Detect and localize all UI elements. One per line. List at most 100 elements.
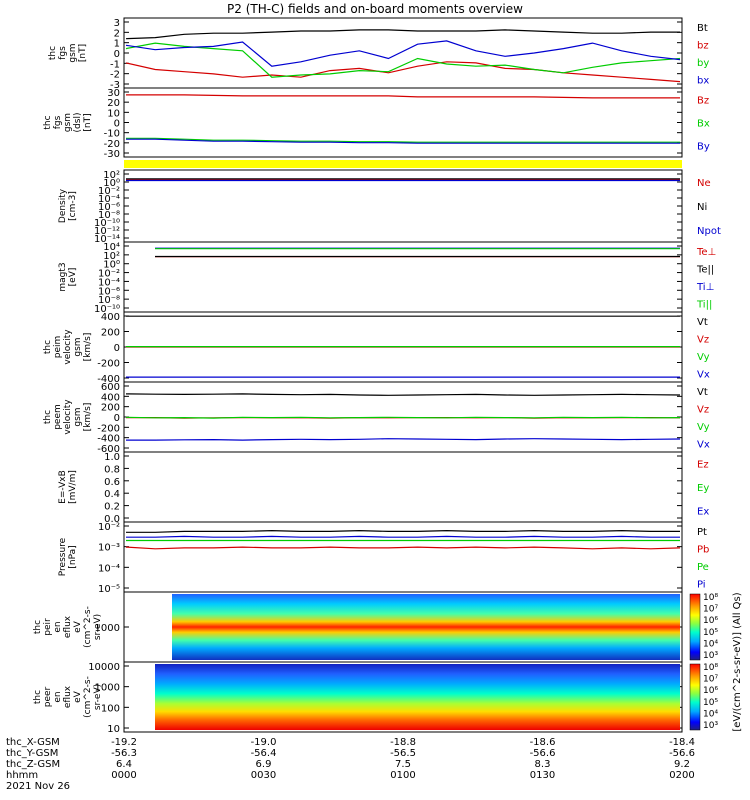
colorbar-tick-label: 10⁵ xyxy=(703,628,718,638)
y-tick-label: 10000 xyxy=(88,662,120,673)
y-tick-label: 10⁴ xyxy=(103,242,120,253)
legend-entry: Vz xyxy=(697,404,709,415)
series-line xyxy=(125,416,681,419)
y-tick-label: 1000 xyxy=(95,623,120,634)
y-axis-label: thc xyxy=(33,620,43,634)
legend-entry: Bt xyxy=(697,23,708,34)
y-tick-label: 10⁰ xyxy=(103,260,120,271)
y-tick-label: 1 xyxy=(114,39,120,50)
y-axis-label: gsm xyxy=(73,407,83,426)
y-tick-label: -400 xyxy=(97,434,120,445)
colorbar-tick-label: 10⁵ xyxy=(703,698,718,708)
xaxis-tick-value: -56.5 xyxy=(390,748,416,759)
y-tick-label: 10 xyxy=(107,724,120,735)
y-axis-label: (dsl) xyxy=(73,113,83,133)
panel-frame xyxy=(123,17,683,89)
y-tick-label: 10⁻¹⁴ xyxy=(94,234,120,245)
y-axis-label: [cm-3] xyxy=(68,191,78,221)
legend-entry: Ex xyxy=(697,506,709,517)
legend-entry: Ni xyxy=(697,202,707,213)
legend-entry: Vt xyxy=(697,387,708,398)
y-axis-label: peer xyxy=(43,686,53,707)
legend-entry: Ez xyxy=(697,460,709,471)
series-line xyxy=(125,393,681,396)
y-tick-label: 3 xyxy=(114,18,120,29)
y-tick-label: 0.2 xyxy=(104,502,120,513)
y-axis-label: magt3 xyxy=(58,262,68,291)
xaxis-tick-value: -19.0 xyxy=(251,737,277,748)
y-tick-label: -2 xyxy=(110,70,120,81)
legend-entry: Pb xyxy=(697,544,709,555)
legend-entry: Pi xyxy=(697,579,706,590)
xaxis-tick-value: 7.5 xyxy=(395,759,411,770)
series-line xyxy=(125,29,680,40)
y-tick-label: -1 xyxy=(110,59,120,70)
series-line xyxy=(126,535,680,538)
y-axis-label: eflux xyxy=(63,615,73,638)
colorbar xyxy=(689,593,701,661)
y-axis-label: E=-VxB xyxy=(58,470,68,504)
y-axis-label: gsm xyxy=(63,113,73,132)
colorbar-label: [eV/(cm^2-s-sr-eV)] (All Qs) xyxy=(732,592,743,731)
y-tick-label: 0.8 xyxy=(104,464,120,475)
plot-title: P2 (TH-C) fields and on-board moments ov… xyxy=(227,2,523,16)
y-axis-label: [nT] xyxy=(83,113,93,131)
y-tick-label: 10⁻² xyxy=(98,186,120,197)
xaxis-row-label: hhmm xyxy=(6,770,38,781)
y-tick-label: 10⁻² xyxy=(98,522,120,533)
xaxis-tick-value: 6.9 xyxy=(256,759,272,770)
legend-entry: Te⊥ xyxy=(696,247,716,258)
y-tick-label: 10⁻¹⁰ xyxy=(94,304,120,315)
y-tick-label: 10⁻⁶ xyxy=(98,286,120,297)
y-tick-label: -200 xyxy=(97,359,120,370)
y-axis-label: Pressure xyxy=(58,537,68,576)
y-tick-label: 10⁻⁸ xyxy=(98,210,120,221)
xaxis-row-label: thc_Y-GSM xyxy=(6,748,58,759)
colorbar xyxy=(689,663,701,731)
colorbar-tick-label: 10⁴ xyxy=(703,709,718,719)
series-line xyxy=(125,42,681,78)
y-axis-label: [nPa] xyxy=(68,545,78,568)
y-tick-label: 0 xyxy=(114,343,120,354)
y-tick-label: 10⁻⁶ xyxy=(98,202,120,213)
y-axis-label: thc xyxy=(43,340,53,354)
xaxis-tick-value: 0200 xyxy=(669,770,694,781)
legend-entry: Bx xyxy=(697,119,710,130)
y-tick-label: 10⁻⁴ xyxy=(98,194,120,205)
series-line xyxy=(125,546,681,550)
y-tick-label: 200 xyxy=(101,403,120,414)
xaxis-tick-value: -56.6 xyxy=(530,748,556,759)
y-tick-label: -10 xyxy=(104,129,120,140)
y-tick-label: -20 xyxy=(104,139,120,150)
xaxis-tick-value: 8.3 xyxy=(535,759,551,770)
legend-entry: Ti|| xyxy=(696,299,712,310)
series-line xyxy=(126,138,680,144)
legend-entry: Ne xyxy=(697,178,711,189)
panel-frame xyxy=(123,661,683,733)
y-tick-label: 1.0 xyxy=(104,452,120,463)
y-tick-label: 2 xyxy=(114,28,120,39)
xaxis-tick-value: 0100 xyxy=(390,770,415,781)
y-tick-label: 10⁻⁴ xyxy=(98,277,120,288)
y-tick-label: 10⁻⁸ xyxy=(98,295,120,306)
y-tick-label: 10⁰ xyxy=(103,178,120,189)
y-axis-label: fgs xyxy=(53,115,63,129)
y-axis-label: [nT] xyxy=(78,44,88,62)
y-tick-label: 10⁻⁴ xyxy=(98,563,120,574)
y-tick-label: 1000 xyxy=(95,683,120,694)
y-axis-label: eflux xyxy=(63,685,73,708)
y-axis-label: en xyxy=(53,621,63,632)
xaxis-tick-value: 9.2 xyxy=(674,759,690,770)
y-tick-label: 400 xyxy=(101,392,120,403)
y-tick-label: 10⁻² xyxy=(98,269,120,280)
legend-entry: Vz xyxy=(697,334,709,345)
y-tick-label: 10² xyxy=(103,251,120,262)
y-axis-label: [km/s] xyxy=(83,403,93,432)
panel-frame xyxy=(123,521,683,593)
y-axis-label: [km/s] xyxy=(83,333,93,362)
legend-entry: By xyxy=(697,142,710,153)
xaxis-tick-value: -56.3 xyxy=(111,748,137,759)
legend-entry: Bz xyxy=(697,96,709,107)
legend-entry: Vx xyxy=(697,439,710,450)
panel-frame xyxy=(123,241,683,313)
